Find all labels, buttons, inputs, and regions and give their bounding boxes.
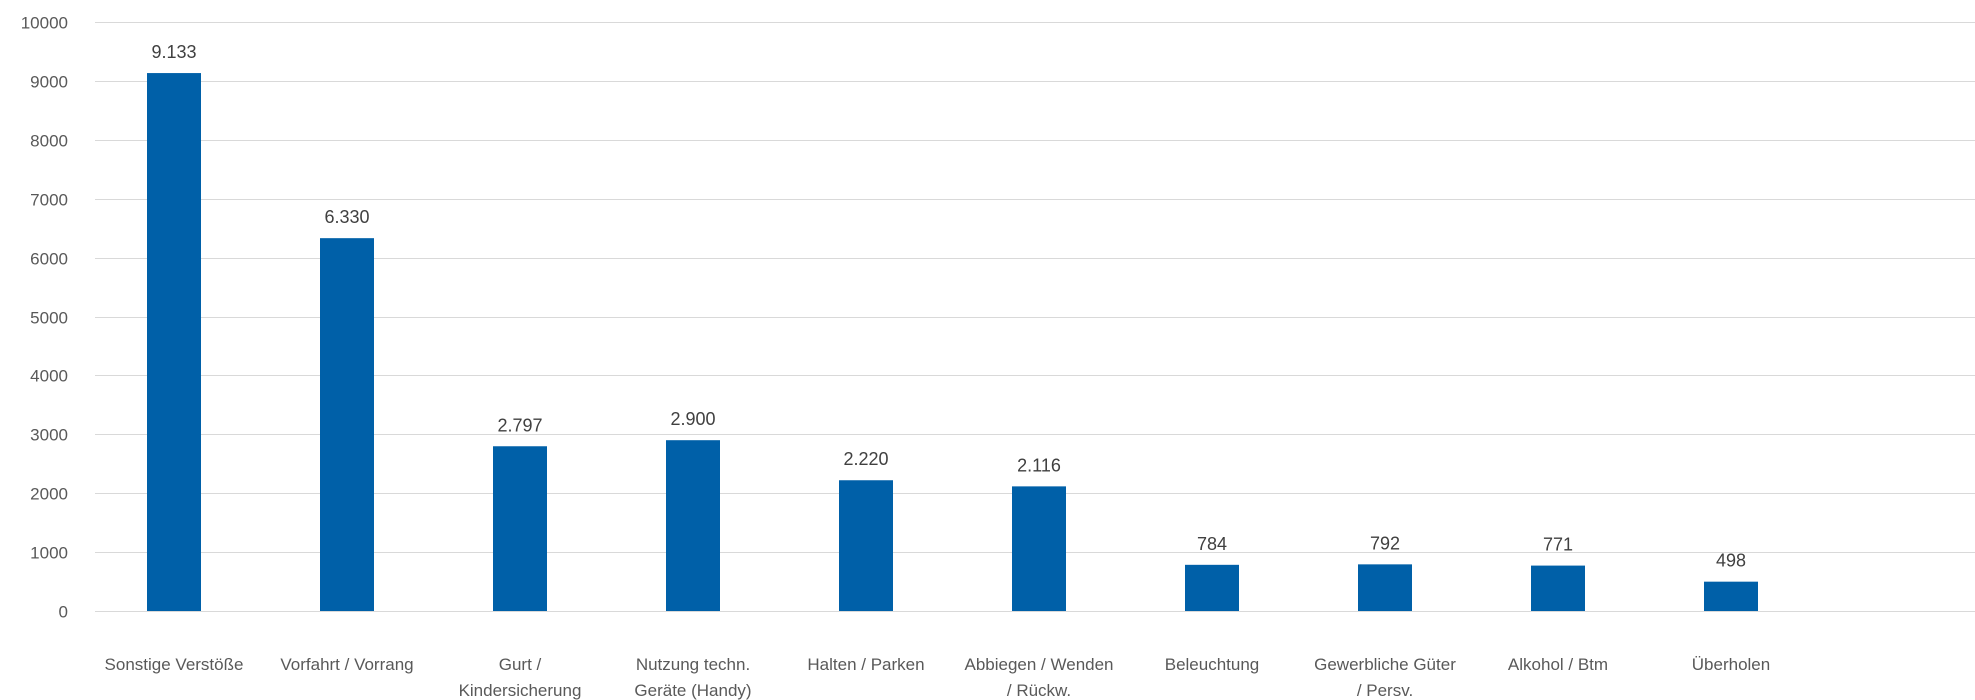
y-tick-label: 9000 xyxy=(30,73,68,92)
bar xyxy=(1704,581,1758,611)
bar xyxy=(147,73,201,612)
data-label: 2.900 xyxy=(670,409,715,429)
y-tick-label: 1000 xyxy=(30,544,68,563)
data-label: 792 xyxy=(1370,533,1400,553)
bar xyxy=(666,440,720,611)
x-tick-label: Überholen xyxy=(1692,655,1770,674)
y-tick-label: 8000 xyxy=(30,132,68,151)
bars xyxy=(147,73,1758,612)
x-tick-label: Abbiegen / Wenden / Rückw. xyxy=(964,655,1113,700)
data-label: 2.797 xyxy=(497,415,542,435)
bar xyxy=(1012,486,1066,611)
y-tick-label: 6000 xyxy=(30,250,68,269)
x-tick-label: Nutzung techn. Geräte (Handy) xyxy=(634,655,751,700)
x-tick-label: Sonstige Verstöße xyxy=(105,655,244,674)
data-label: 784 xyxy=(1197,534,1227,554)
bar xyxy=(320,238,374,611)
x-tick-label: Halten / Parken xyxy=(807,655,924,674)
x-tick-label: Gewerbliche Güter / Persv. xyxy=(1314,655,1456,700)
y-tick-label: 0 xyxy=(59,603,68,622)
bar xyxy=(839,480,893,611)
x-tick-label: Alkohol / Btm xyxy=(1508,655,1608,674)
data-labels: 9.133 6.330 2.797 2.900 2.220 2.116 784 792 771 4… xyxy=(151,42,1746,571)
x-tick-label: Vorfahrt / Vorrang xyxy=(280,655,413,674)
y-tick-label: 10000 xyxy=(21,14,68,33)
data-label: 771 xyxy=(1543,535,1573,555)
grid-layer xyxy=(95,22,1975,612)
bar xyxy=(1531,565,1585,611)
data-label: 498 xyxy=(1716,551,1746,571)
bar xyxy=(493,446,547,611)
x-tick-label: Beleuchtung xyxy=(1165,655,1260,674)
y-tick-label: 3000 xyxy=(30,426,68,445)
y-tick-label: 2000 xyxy=(30,485,68,504)
y-tick-label: 4000 xyxy=(30,367,68,386)
bar xyxy=(1185,564,1239,611)
bar xyxy=(1358,564,1412,611)
data-label: 6.330 xyxy=(324,207,369,227)
x-axis-category-labels: Sonstige Verstöße Vorfahrt / Vorrang Gurt … xyxy=(105,655,1771,700)
y-tick-label: 5000 xyxy=(30,309,68,328)
data-label: 2.116 xyxy=(1017,455,1061,475)
x-tick-label: Gurt / Kindersicherung xyxy=(459,655,582,700)
y-tick-label: 7000 xyxy=(30,191,68,210)
y-axis-tick-labels: 0 1000 2000 3000 4000 5000 6000 7000 8000 9000 100… xyxy=(21,14,68,622)
data-label: 2.220 xyxy=(843,449,888,469)
data-label: 9.133 xyxy=(151,42,196,62)
